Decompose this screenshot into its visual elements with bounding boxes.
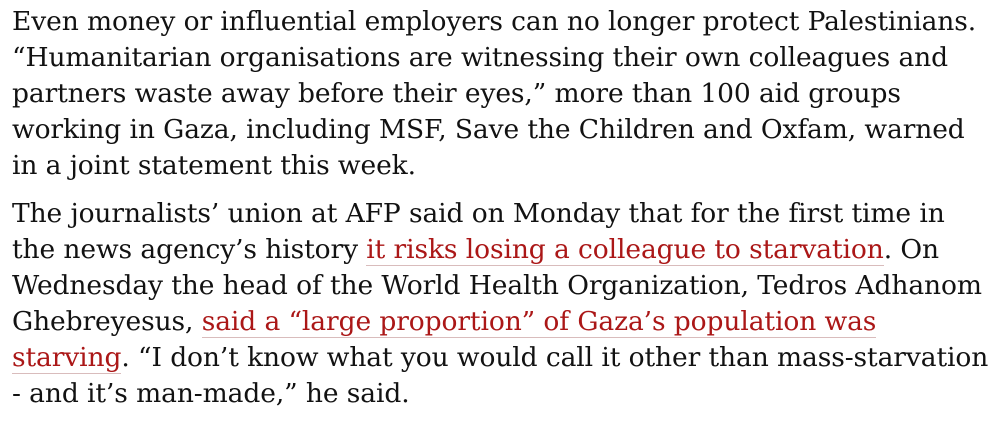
afp-starvation-link[interactable]: it risks losing a colleague to starvatio… — [366, 234, 884, 266]
who-starving-population-link[interactable]: said a “large proportion” of Gaza’s popu… — [12, 306, 877, 374]
paragraph-text: . “I don’t know what you would call it o… — [12, 342, 989, 409]
paragraph: The journalists’ union at AFP said on Mo… — [12, 196, 996, 412]
paragraph-text: Even money or influential employers can … — [12, 6, 977, 181]
article-body: Even money or influential employers can … — [12, 4, 996, 412]
paragraph-text: The journalists’ union at AFP said on Mo… — [12, 198, 945, 265]
paragraph-text: . On Wednesday the head of the World Hea… — [12, 234, 982, 337]
paragraph: Even money or influential employers can … — [12, 4, 996, 184]
